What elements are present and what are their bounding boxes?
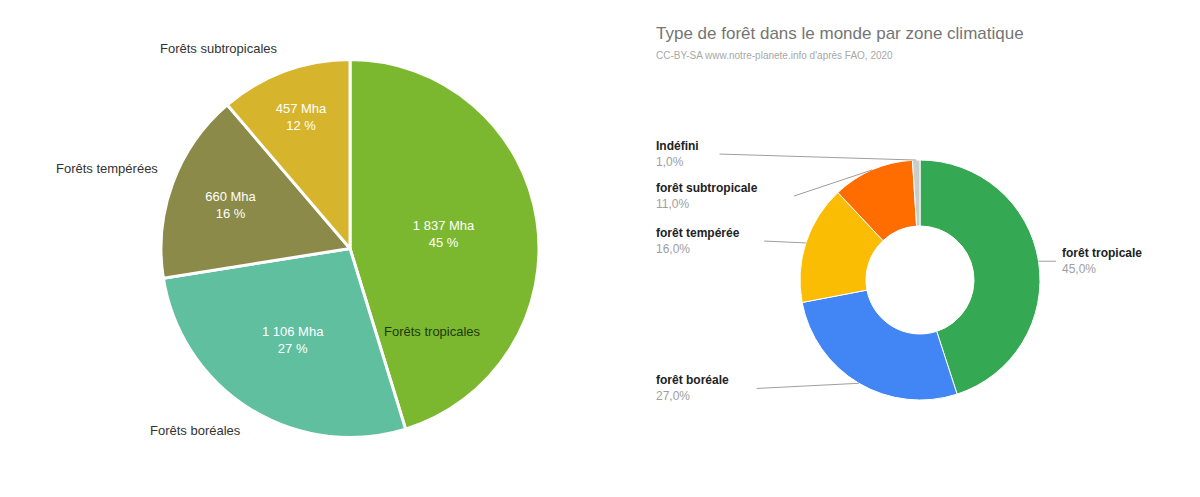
svg-text:457 Mha12 %: 457 Mha12 % (276, 101, 327, 133)
svg-text:Forêts tempérées: Forêts tempérées (56, 161, 158, 176)
svg-text:Forêts subtropicales: Forêts subtropicales (160, 41, 278, 56)
svg-text:Forêts tropicales: Forêts tropicales (384, 324, 481, 339)
svg-text:660 Mha16 %: 660 Mha16 % (205, 189, 256, 221)
svg-text:Type de forêt dans le monde pa: Type de forêt dans le monde par zone cli… (656, 24, 1024, 43)
svg-text:Indéfini1,0%: Indéfini1,0% (656, 139, 699, 169)
svg-text:CC-BY-SA www.notre-planete.inf: CC-BY-SA www.notre-planete.info d'après … (656, 50, 893, 61)
svg-text:1 837 Mha45 %: 1 837 Mha45 % (413, 218, 475, 250)
svg-text:forêt tropicale45,0%: forêt tropicale45,0% (1062, 246, 1142, 276)
svg-text:1 106 Mha27 %: 1 106 Mha27 % (262, 324, 324, 356)
svg-text:forêt boréale27,0%: forêt boréale27,0% (656, 373, 729, 403)
svg-text:forêt subtropicale11,0%: forêt subtropicale11,0% (656, 181, 758, 211)
svg-text:forêt tempérée16,0%: forêt tempérée16,0% (656, 226, 740, 256)
svg-text:Forêts boréales: Forêts boréales (150, 423, 241, 438)
